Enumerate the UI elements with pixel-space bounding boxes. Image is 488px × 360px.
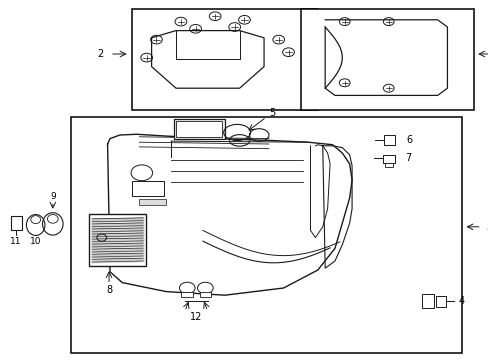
Text: 5: 5 [269,108,275,118]
Bar [132,9,317,110]
Text: 8: 8 [106,285,112,295]
Bar [71,117,461,353]
Bar [89,214,145,266]
Bar [382,155,394,163]
Bar [421,294,433,308]
Bar [139,199,166,205]
Text: 6: 6 [406,135,411,145]
Bar [435,296,445,307]
Bar [173,119,224,139]
Bar [300,9,473,110]
Text: 3: 3 [485,222,488,232]
Text: 7: 7 [405,153,410,163]
Text: 12: 12 [190,312,202,322]
Bar [176,121,222,137]
Text: 2: 2 [97,49,103,59]
Bar [181,292,193,297]
Text: 11: 11 [10,237,22,246]
Bar [385,163,392,167]
Bar [199,292,211,297]
Text: 4: 4 [458,296,464,306]
Bar [11,216,21,230]
Bar [383,135,394,145]
Bar [132,181,163,196]
Text: 9: 9 [50,192,56,201]
Text: 10: 10 [30,237,41,246]
